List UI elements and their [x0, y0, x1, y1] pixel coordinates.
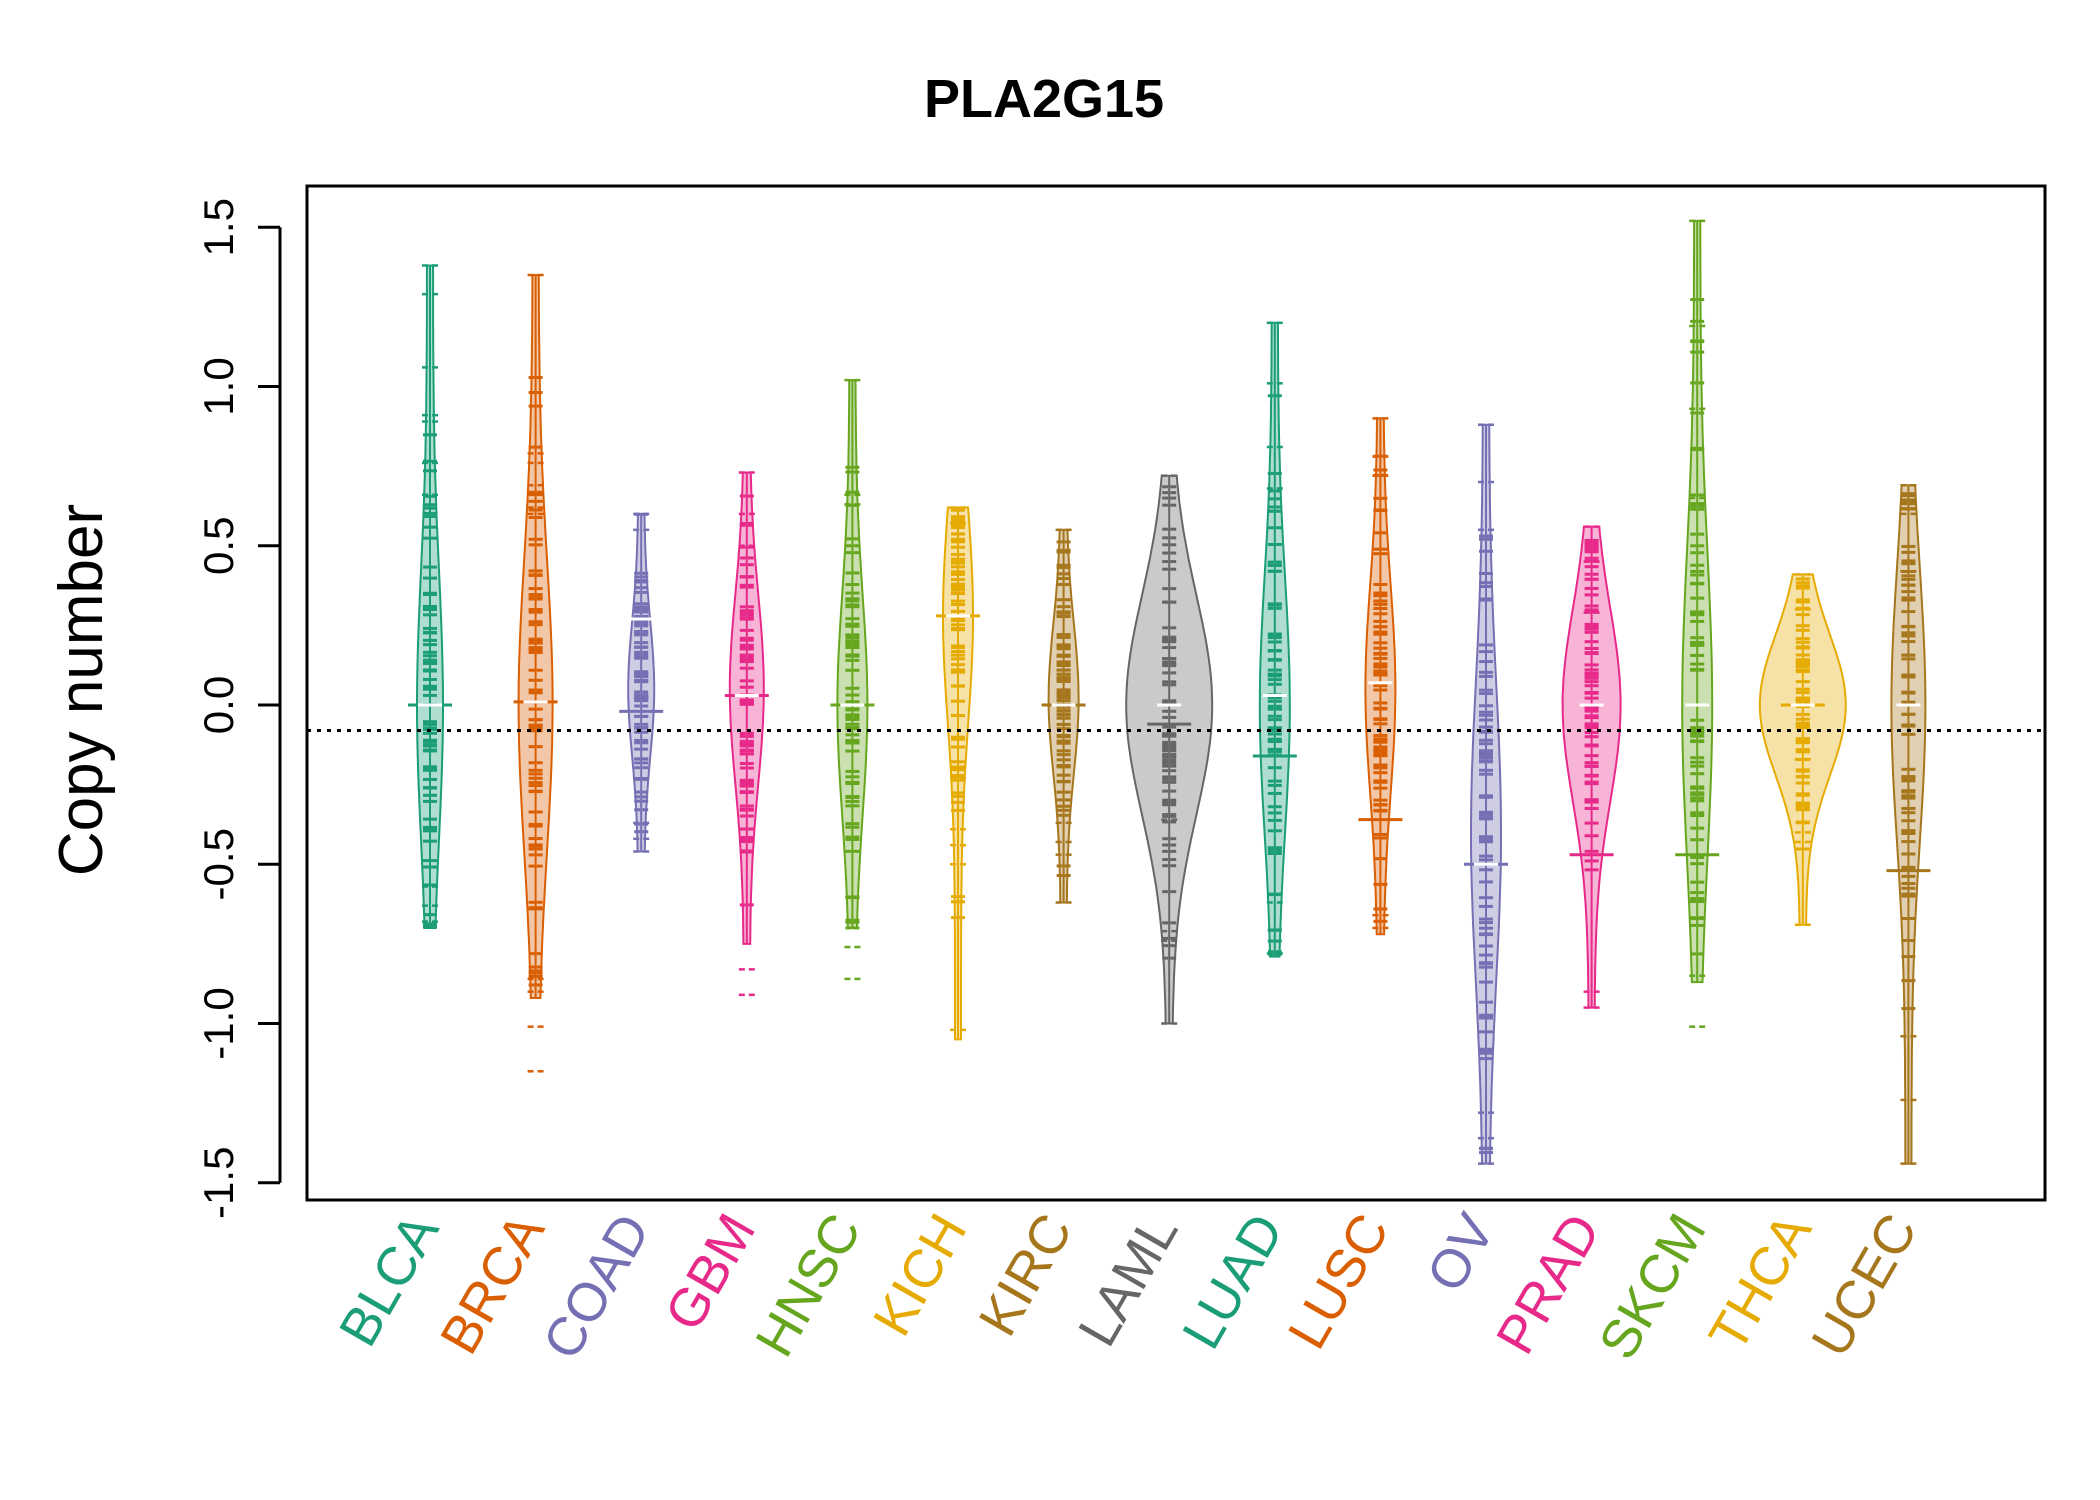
x-tick-label: LUAD: [1171, 1204, 1295, 1359]
bean-points: [844, 378, 861, 981]
x-tick-label: LUSC: [1277, 1204, 1401, 1359]
bean-kich: [936, 506, 980, 1041]
y-tick-label: -1.5: [195, 1147, 242, 1219]
x-tick-label: UCEC: [1800, 1204, 1928, 1367]
y-tick-label: -1.0: [195, 987, 242, 1059]
bean-kirc: [1041, 528, 1086, 904]
bean-luad: [1252, 321, 1297, 958]
bean-points: [1266, 321, 1283, 956]
bean-points: [633, 512, 650, 853]
bean-laml: [1125, 474, 1214, 1025]
y-tick-label: -0.5: [195, 828, 242, 900]
bean-points: [527, 273, 544, 1073]
bean-points: [738, 471, 755, 997]
bean-points: [1161, 474, 1178, 1025]
beans: [408, 219, 1931, 1165]
x-tick-label: GBM: [654, 1204, 767, 1341]
bean-points: [1900, 483, 1917, 1165]
y-tick-label: 1.0: [195, 357, 242, 415]
bean-brca: [513, 273, 558, 1073]
bean-points: [1689, 219, 1706, 1028]
bean-ov: [1464, 423, 1508, 1165]
bean-ucec: [1886, 483, 1931, 1165]
plot-frame: [305, 184, 2047, 1202]
x-tick-label: KICH: [862, 1204, 978, 1346]
x-tick-label: LAML: [1067, 1204, 1190, 1356]
y-tick-label: 0.0: [195, 676, 242, 734]
bean-points: [1055, 528, 1072, 904]
bean-points: [1372, 417, 1389, 930]
bean-points: [1478, 423, 1494, 1165]
bean-skcm: [1675, 219, 1720, 1028]
bean-points: [1583, 525, 1600, 1009]
bean-hnsc: [830, 378, 875, 981]
bean-points: [422, 264, 438, 929]
bean-prad: [1561, 525, 1622, 1009]
y-tick-label: 0.5: [195, 517, 242, 575]
x-tick-label: OV: [1415, 1204, 1506, 1302]
y-tick-label: 1.5: [195, 198, 242, 256]
x-tick-label: COAD: [532, 1204, 662, 1369]
bean-lusc: [1358, 417, 1403, 936]
x-tick-label: KIRC: [968, 1204, 1084, 1346]
bean-gbm: [724, 471, 769, 997]
bean-coad: [619, 512, 664, 853]
y-axis-label: Copy number: [47, 504, 116, 876]
bean-thca: [1758, 573, 1847, 927]
bean-points: [950, 506, 966, 1032]
y-axis: -1.5 -1.0 -0.5 0.0 0.5 1.0 1.5: [195, 198, 282, 1219]
x-tick-label: HNSC: [744, 1204, 872, 1367]
chart-title: PLA2G15: [924, 69, 1164, 129]
bean-blca: [408, 264, 452, 929]
x-tick-label: SKCM: [1588, 1204, 1718, 1369]
